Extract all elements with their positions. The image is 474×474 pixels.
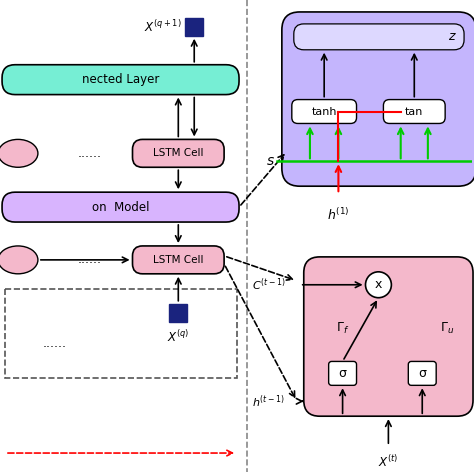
Bar: [185, 18, 203, 36]
Ellipse shape: [0, 139, 38, 167]
Text: LSTM Cell: LSTM Cell: [153, 148, 203, 158]
Text: $X^{(q+1)}$: $X^{(q+1)}$: [144, 19, 181, 35]
Text: $C^{(t-1)}$: $C^{(t-1)}$: [252, 276, 285, 293]
Text: tan: tan: [405, 107, 423, 117]
Text: ......: ......: [78, 147, 102, 160]
Text: LSTM Cell: LSTM Cell: [153, 255, 203, 265]
FancyBboxPatch shape: [2, 65, 239, 95]
FancyBboxPatch shape: [133, 139, 224, 167]
FancyBboxPatch shape: [383, 100, 445, 123]
FancyBboxPatch shape: [2, 192, 239, 222]
FancyBboxPatch shape: [133, 246, 224, 274]
Text: x: x: [375, 278, 382, 291]
FancyBboxPatch shape: [408, 362, 436, 385]
Text: σ: σ: [338, 367, 346, 380]
Text: σ: σ: [418, 367, 426, 380]
Bar: [169, 304, 187, 322]
FancyBboxPatch shape: [282, 12, 474, 186]
Text: nected Layer: nected Layer: [82, 73, 159, 86]
FancyBboxPatch shape: [292, 100, 356, 123]
Text: z: z: [448, 30, 455, 43]
Text: ......: ......: [78, 254, 102, 266]
Text: $X^{(q)}$: $X^{(q)}$: [167, 329, 190, 346]
Text: ......: ......: [43, 337, 67, 350]
Text: $h^{(1)}$: $h^{(1)}$: [327, 207, 350, 223]
Ellipse shape: [0, 246, 38, 274]
Text: $X^{(t)}$: $X^{(t)}$: [378, 454, 399, 470]
Text: on  Model: on Model: [92, 201, 149, 214]
Circle shape: [365, 272, 392, 298]
Text: tanh: tanh: [311, 107, 337, 117]
Text: $\Gamma_u$: $\Gamma_u$: [440, 321, 454, 336]
Text: s: s: [267, 155, 274, 168]
FancyBboxPatch shape: [328, 362, 356, 385]
Text: $h^{(t-1)}$: $h^{(t-1)}$: [252, 393, 285, 410]
FancyBboxPatch shape: [294, 24, 464, 50]
Text: $\Gamma_f$: $\Gamma_f$: [336, 321, 349, 336]
FancyBboxPatch shape: [304, 257, 473, 416]
